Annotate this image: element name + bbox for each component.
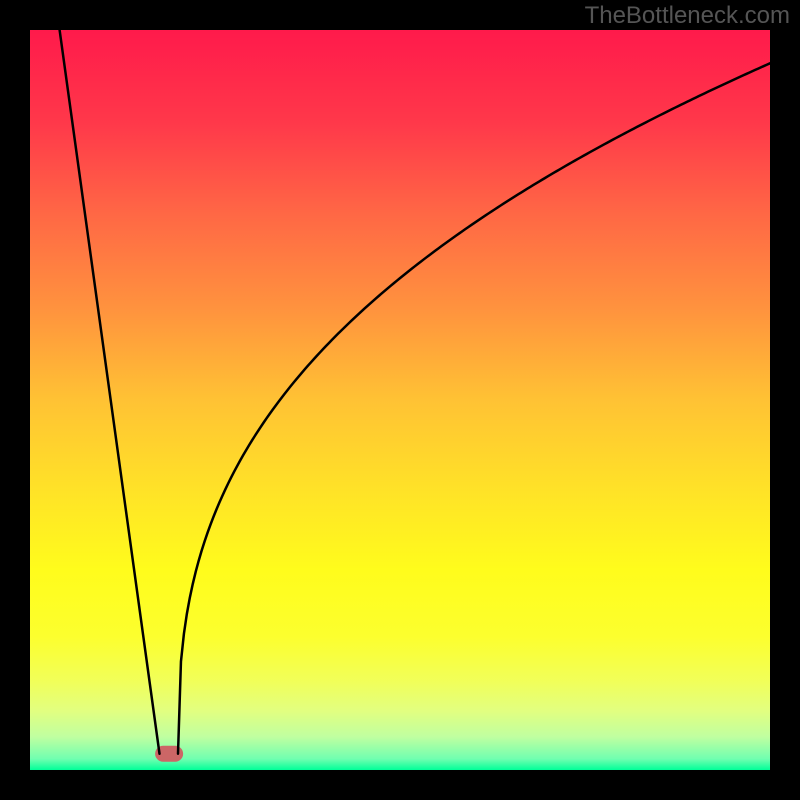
bottleneck-curve-chart xyxy=(0,0,800,800)
gradient-background xyxy=(30,30,770,770)
chart-container: TheBottleneck.com xyxy=(0,0,800,800)
watermark-text: TheBottleneck.com xyxy=(585,2,790,30)
